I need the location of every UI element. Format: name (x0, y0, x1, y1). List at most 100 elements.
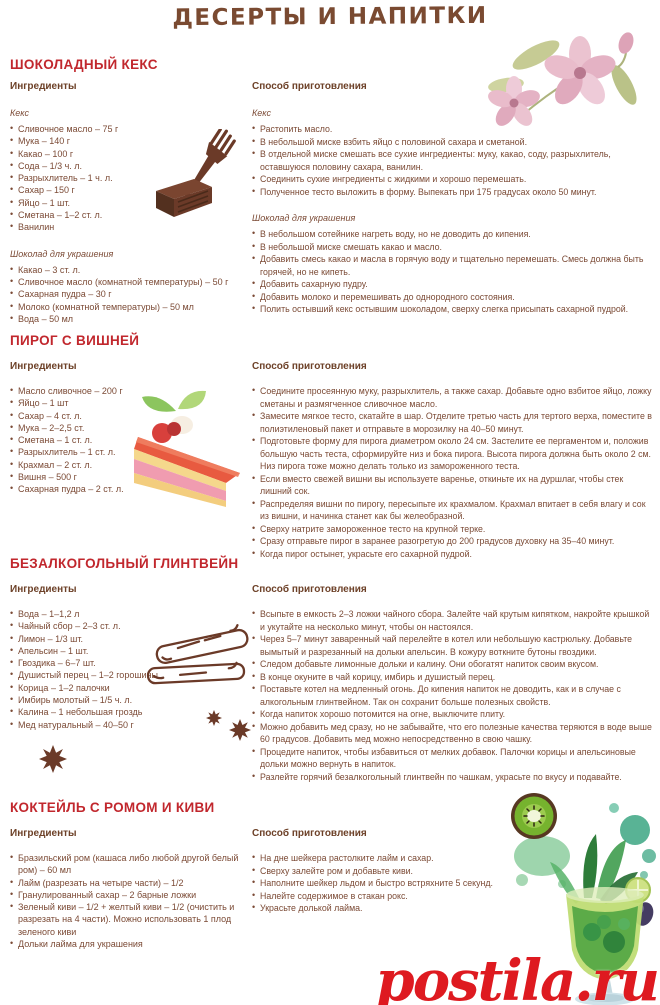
method-step: Можно добавить мед сразу, но не забывайт… (252, 720, 652, 746)
ingredient-item: Мука – 140 г (10, 134, 248, 147)
method-step: Соедините просеянную муку, разрыхлитель,… (252, 384, 652, 410)
ingredient-item: Крахмал – 2 ст. л. (10, 458, 248, 471)
ingredient-item: Разрыхлитель – 1 ст. л. (10, 445, 248, 458)
ingredient-item: Сахарная пудра – 2 ст. л. (10, 482, 248, 495)
ingredient-item: Зеленый киви – 1/2 + желтый киви – 1/2 (… (10, 900, 248, 938)
recipe-cherry-pie: ПИРОГ С ВИШНЕЙ Ингредиенты Масло сливочн… (10, 334, 652, 560)
page-title: ДЕСЕРТЫ И НАПИТКИ (172, 2, 488, 32)
ingredient-item: Сливочное масло – 75 г (10, 122, 248, 135)
ingredient-item: Сахар – 4 ст. л. (10, 409, 248, 422)
ingredient-item: Яйцо – 1 шт. (10, 196, 248, 209)
method-step: Полить остывший кекс остывшим шоколадом,… (252, 302, 652, 316)
ingredient-group-title: Кекс (10, 108, 29, 118)
ingredient-item: Какао – 3 ст. л. (10, 263, 248, 276)
method-step: Соединить сухие ингредиенты с жидкими и … (252, 172, 652, 186)
method-step: Добавить смесь какао и масла в горячую в… (252, 252, 652, 278)
ingredient-item: Вода – 1–1,2 л (10, 607, 248, 620)
ingredient-item: Гвоздика – 6–7 шт. (10, 656, 248, 669)
method-heading: Способ приготовления (252, 81, 367, 92)
method-step: Разлейте горячий безалкогольный глинтвей… (252, 770, 652, 784)
method-step: В небольшой миске взбить яйцо с половино… (252, 135, 652, 149)
ingredient-group-title: Шоколад для украшения (10, 248, 114, 259)
ingredient-item: Сода – 1/3 ч. л. (10, 159, 248, 172)
recipe-rum-kiwi-cocktail: КОКТЕЙЛЬ С РОМОМ И КИВИ Ингредиенты Браз… (10, 801, 652, 950)
ingredient-item: Мед натуральный – 40–50 г (10, 718, 248, 731)
ingredient-item: Молоко (комнатной температуры) – 50 мл (10, 300, 248, 313)
method-step: На дне шейкера растолките лайм и сахар. (252, 851, 652, 865)
ingredient-item: Сметана – 1 ст. л. (10, 433, 248, 446)
ingredient-item: Гранулированный сахар – 2 барные ложки (10, 888, 248, 901)
method-step: Наполните шейкер льдом и быстро встряхни… (252, 876, 652, 890)
ingredients-heading: Ингредиенты (10, 584, 77, 595)
ingredient-item: Имбирь молотый – 1/5 ч. л. (10, 693, 248, 706)
method-step: Замесите мягкое тесто, скатайте в шар. О… (252, 409, 652, 435)
ingredient-item: Чайный сбор – 2–3 ст. л. (10, 619, 248, 632)
method-step: Добавить сахарную пудру. (252, 277, 652, 291)
method-step: Процедите напиток, чтобы избавиться от м… (252, 745, 652, 771)
method-step: Полученное тесто выложить в форму. Выпек… (252, 185, 652, 199)
method-heading: Способ приготовления (252, 828, 367, 839)
method-step: В конце окуните в чай корицу, имбирь и д… (252, 670, 652, 684)
ingredient-item: Корица – 1–2 палочки (10, 681, 248, 694)
method-step: Сразу отправьте пирог в заранее разогрет… (252, 534, 652, 548)
ingredient-list: Бразильский ром (кашаса либо любой друго… (10, 851, 248, 950)
method-step: Поставьте котел на медленный огонь. До к… (252, 682, 652, 708)
method-step: Сверху залейте ром и добавьте киви. (252, 864, 652, 878)
recipe-title: КОКТЕЙЛЬ С РОМОМ И КИВИ (10, 800, 215, 815)
ingredient-item: Яйцо – 1 шт (10, 396, 248, 409)
recipe-title: ПИРОГ С ВИШНЕЙ (10, 333, 140, 348)
ingredient-item: Мука – 2–2,5 ст. (10, 421, 248, 434)
ingredient-item: Сахар – 150 г (10, 183, 248, 196)
ingredient-item: Лайм (разрезать на четыре части) – 1/2 (10, 876, 248, 889)
method-step: Украсьте долькой лайма. (252, 901, 652, 915)
ingredient-item: Апельсин – 1 шт. (10, 644, 248, 657)
method-step: Подготовьте форму для пирога диаметром о… (252, 434, 652, 473)
method-group-title: Кекс (252, 108, 271, 118)
method-step: В небольшом сотейнике нагреть воду, но н… (252, 227, 652, 241)
ingredient-item: Лимон – 1/3 шт. (10, 632, 248, 645)
method-step: Когда пирог остынет, украсьте его сахарн… (252, 547, 652, 561)
ingredient-item: Калина – 1 небольшая гроздь (10, 705, 248, 718)
ingredient-item: Сливочное масло (комнатной температуры) … (10, 275, 248, 288)
method-step: Через 5–7 минут заваренный чай перелейте… (252, 632, 652, 658)
watermark: postila.ru (375, 948, 660, 1005)
method-step: В отдельной миске смешать все сухие ингр… (252, 147, 652, 173)
recipe-title: ШОКОЛАДНЫЙ КЕКС (10, 57, 158, 72)
method-heading: Способ приготовления (252, 361, 367, 372)
method-heading: Способ приготовления (252, 584, 367, 595)
ingredient-item: Разрыхлитель – 1 ч. л. (10, 171, 248, 184)
recipe-title: БЕЗАЛКОГОЛЬНЫЙ ГЛИНТВЕЙН (10, 556, 239, 571)
method-step: Распределяя вишни по пирогу, пересыпьте … (252, 497, 652, 523)
recipe-chocolate-cake: ШОКОЛАДНЫЙ КЕКС Ингредиенты Кекс Сливочн… (10, 58, 652, 325)
method-step: Добавить молоко и перемешивать до одноро… (252, 290, 652, 304)
ingredient-item: Вода – 50 мл (10, 312, 248, 325)
ingredient-list: Масло сливочное – 200 гЯйцо – 1 штСахар … (10, 384, 248, 496)
ingredient-item: Какао – 100 г (10, 147, 248, 160)
ingredient-item: Бразильский ром (кашаса либо любой друго… (10, 851, 248, 877)
method-step: В небольшой миске смешать какао и масло. (252, 240, 652, 254)
ingredient-list: Сливочное масло – 75 гМука – 140 гКакао … (10, 122, 248, 234)
method-step: Следом добавьте лимонные дольки и калину… (252, 657, 652, 671)
method-list: На дне шейкера растолките лайм и сахар.С… (252, 851, 652, 915)
ingredient-list: Вода – 1–1,2 лЧайный сбор – 2–3 ст. л.Ли… (10, 607, 248, 731)
ingredient-item: Дольки лайма для украшения (10, 937, 248, 950)
ingredient-item: Вишня – 500 г (10, 470, 248, 483)
method-list: Соедините просеянную муку, разрыхлитель,… (252, 384, 652, 561)
ingredient-item: Ванилин (10, 220, 248, 233)
ingredients-heading: Ингредиенты (10, 828, 77, 839)
method-group-title: Шоколад для украшения (252, 213, 356, 223)
method-list: Всыпьте в емкость 2–3 ложки чайного сбор… (252, 607, 652, 784)
ingredient-item: Сахарная пудра – 30 г (10, 287, 248, 300)
ingredient-list: Какао – 3 ст. л.Сливочное масло (комнатн… (10, 263, 248, 325)
method-list: Растопить масло.В небольшой миске взбить… (252, 122, 652, 199)
ingredient-item: Масло сливочное – 200 г (10, 384, 248, 397)
method-step: Когда напиток хорошо потомится на огне, … (252, 707, 652, 721)
method-step: Налейте содержимое в стакан рокс. (252, 889, 652, 903)
method-step: Сверху натрите замороженное тесто на кру… (252, 522, 652, 536)
method-step: Всыпьте в емкость 2–3 ложки чайного сбор… (252, 607, 652, 633)
recipe-mulled-wine: БЕЗАЛКОГОЛЬНЫЙ ГЛИНТВЕЙН Ингредиенты Вод… (10, 557, 652, 783)
method-step: Если вместо свежей вишни вы используете … (252, 472, 652, 498)
ingredient-item: Душистый перец – 1–2 горошины (10, 668, 248, 681)
ingredient-item: Сметана – 1–2 ст. л. (10, 208, 248, 221)
